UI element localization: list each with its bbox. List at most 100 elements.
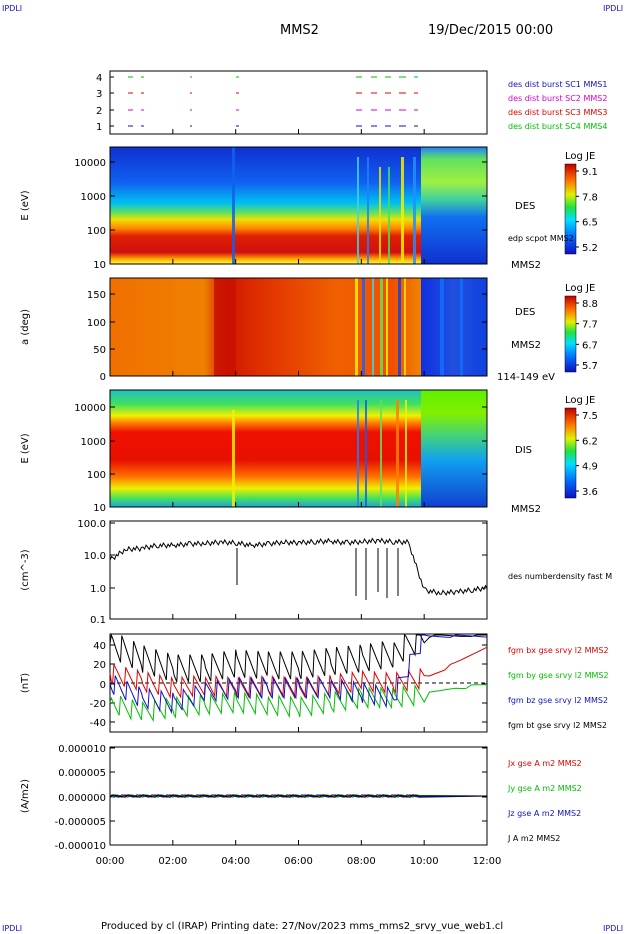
des-energy-stripe bbox=[388, 167, 390, 264]
des-pitch-energy-range: 114-149 eV bbox=[497, 372, 555, 383]
panel-density-frame bbox=[109, 520, 488, 620]
bfield-ytick-label: -40 bbox=[90, 718, 106, 729]
des_pitch-ylabel: a (deg) bbox=[20, 309, 31, 345]
des_pitch-colorbar-tick-label: 7.7 bbox=[582, 320, 598, 331]
des-energy-stripe bbox=[232, 147, 235, 264]
bfield-series-line bbox=[109, 634, 488, 715]
density-series-line bbox=[109, 537, 488, 597]
panel-bfield: 40 20 0 -20 -40 (nT) fgm bx gse srvy l2 MMS2 f… bbox=[20, 633, 609, 733]
des_pitch-ytick-label: 150 bbox=[87, 290, 106, 301]
des_energy-ytick-label: 100 bbox=[87, 226, 106, 237]
des-energy-stripe bbox=[401, 157, 404, 264]
des-pitch-stripe bbox=[355, 278, 358, 376]
panel-density: 100.0 10.0 1.0 0.1 (cm^-3) des numberdensity… bbox=[20, 519, 612, 626]
des_pitch-ytick-label: 0 bbox=[100, 372, 106, 383]
footer-left-logo-text: IPDLI bbox=[2, 924, 22, 933]
des-energy-stripe bbox=[367, 157, 369, 264]
dis_energy-ytick-label: 100 bbox=[87, 470, 106, 481]
current-legend-label: Jz gse A m2 MMS2 bbox=[507, 809, 581, 818]
time-tick-label: 08:00 bbox=[347, 856, 376, 867]
current-ytick-label: -0.000005 bbox=[55, 817, 106, 828]
bfield-ytick-label: 40 bbox=[93, 641, 106, 652]
time-tick-label: 02:00 bbox=[158, 856, 187, 867]
footer-produced-by: Produced by cl (IRAP) Printing date: 27/… bbox=[101, 921, 503, 932]
dis-energy-label: DIS bbox=[515, 445, 532, 456]
bfield-ylabel: (nT) bbox=[20, 673, 31, 693]
des-pitch-late-region bbox=[421, 278, 487, 376]
des-pitch-sc-label: MMS2 bbox=[511, 340, 541, 351]
panel-dis-energy: 10000 1000 100 10 E (eV) Log JE 7.5 6.2 4.9 3.6… bbox=[20, 389, 598, 515]
burst-legend-label: des dist burst SC1 MMS1 bbox=[508, 80, 607, 89]
density-ytick-label: 1.0 bbox=[90, 584, 106, 595]
panel-des-pitch: 150 100 50 0 a (deg) Log JE 8.8 7.7 6.7 5.7 DES… bbox=[20, 277, 598, 383]
bfield-legend-label: fgm bt gse srvy l2 MMS2 bbox=[508, 721, 607, 730]
bfield-series-line bbox=[109, 633, 487, 683]
dis-energy-stripe bbox=[380, 400, 382, 507]
des-pitch-stripe bbox=[398, 278, 401, 376]
dis_energy-colorbar-tick-label: 4.9 bbox=[582, 462, 598, 473]
bfield-ytick-label: 20 bbox=[93, 660, 106, 671]
colorbar-des-energy bbox=[564, 163, 577, 255]
density-ylabel: (cm^-3) bbox=[20, 549, 31, 590]
page-title: MMS2 bbox=[280, 23, 319, 38]
density-ytick-label: 0.1 bbox=[90, 615, 106, 626]
des_energy-colorbar-tick-label: 5.2 bbox=[582, 243, 598, 254]
time-tick-label: 12:00 bbox=[473, 856, 502, 867]
time-tick-label: 04:00 bbox=[221, 856, 250, 867]
des-pitch-stripe bbox=[372, 278, 374, 376]
bfield-legend-label: fgm bx gse srvy l2 MMS2 bbox=[508, 646, 609, 655]
current-legend-label: Jy gse A m2 MMS2 bbox=[507, 784, 582, 793]
dis-energy-stripe bbox=[405, 400, 407, 507]
panel-current: 0.000010 0.000005 0.000000 -0.000005 -0.0000… bbox=[20, 744, 582, 852]
des-pitch-stripe bbox=[214, 278, 236, 376]
burst-legend-label: des dist burst SC2 MMS2 bbox=[508, 94, 607, 103]
des_energy-ytick-label: 10 bbox=[93, 260, 106, 271]
current-series-line bbox=[109, 794, 488, 798]
des-energy-label: DES bbox=[515, 201, 535, 212]
burst-legend-label: des dist burst SC4 MMS4 bbox=[508, 122, 607, 131]
dis_energy-ytick-label: 10 bbox=[93, 503, 106, 514]
des_pitch-colorbar-tick-label: 8.8 bbox=[582, 299, 598, 310]
des_energy-ytick-label: 1000 bbox=[81, 192, 106, 203]
bfield-ytick-label: 0 bbox=[100, 680, 106, 691]
bfield-legend-label: fgm bz gse srvy l2 MMS2 bbox=[508, 696, 608, 705]
current-ylabel: (A/m2) bbox=[20, 779, 31, 813]
des-pitch-stripe bbox=[404, 278, 406, 376]
colorbar-des-pitch-title: Log JE bbox=[565, 283, 595, 294]
bfield-ytick-label: -20 bbox=[90, 699, 106, 710]
panel-des-energy: 10000 1000 100 10 E (eV) Log JE 9.1 7.8 6.5 5.2… bbox=[20, 146, 598, 271]
bfield-legend-label: fgm by gse srvy l2 MMS2 bbox=[508, 671, 609, 680]
current-legend-label: Jx gse A m2 MMS2 bbox=[507, 759, 582, 768]
burst-ytick-label: 3 bbox=[96, 89, 102, 100]
time-tick-label: 00:00 bbox=[96, 856, 125, 867]
des-energy-stripe bbox=[413, 157, 416, 264]
current-ytick-label: 0.000010 bbox=[58, 744, 106, 755]
des-energy-sc-label: MMS2 bbox=[511, 260, 541, 271]
des-pitch-stripe bbox=[380, 278, 383, 376]
des_energy-colorbar-tick-label: 9.1 bbox=[582, 167, 598, 178]
dis_energy-colorbar-tick-label: 7.5 bbox=[582, 411, 598, 422]
header-right-logo-text: IPDLI bbox=[603, 4, 623, 13]
colorbar-des-energy-title: Log JE bbox=[565, 151, 595, 162]
panel-burst: 4 3 2 1 des dist burst SC1 MMS1 des dist bur… bbox=[96, 70, 607, 135]
des-pitch-stripe bbox=[440, 278, 444, 376]
dis_energy-colorbar-tick-label: 3.6 bbox=[582, 487, 598, 498]
colorbar-dis-energy bbox=[564, 407, 577, 499]
header-left-logo-text: IPDLI bbox=[2, 4, 22, 13]
des-energy-stripe bbox=[357, 157, 359, 264]
des_pitch-colorbar-tick-label: 5.7 bbox=[582, 361, 598, 372]
edp-scpot-label: edp scpot MMS2 bbox=[508, 234, 574, 243]
footer-right-logo-text: IPDLI bbox=[603, 924, 623, 933]
density-ytick-label: 100.0 bbox=[77, 519, 106, 530]
density-series-label: des numberdensity fast M bbox=[508, 572, 612, 581]
current-ytick-label: 0.000005 bbox=[58, 768, 106, 779]
des-pitch-stripe bbox=[460, 278, 463, 376]
current-series-line bbox=[109, 794, 487, 799]
dis-energy-stripe bbox=[365, 400, 367, 507]
dis_energy-ylabel: E (eV) bbox=[20, 433, 31, 463]
burst-legend-label: des dist burst SC3 MMS3 bbox=[508, 108, 607, 117]
des_pitch-ytick-label: 100 bbox=[87, 318, 106, 329]
des-pitch-stripe bbox=[386, 278, 388, 376]
